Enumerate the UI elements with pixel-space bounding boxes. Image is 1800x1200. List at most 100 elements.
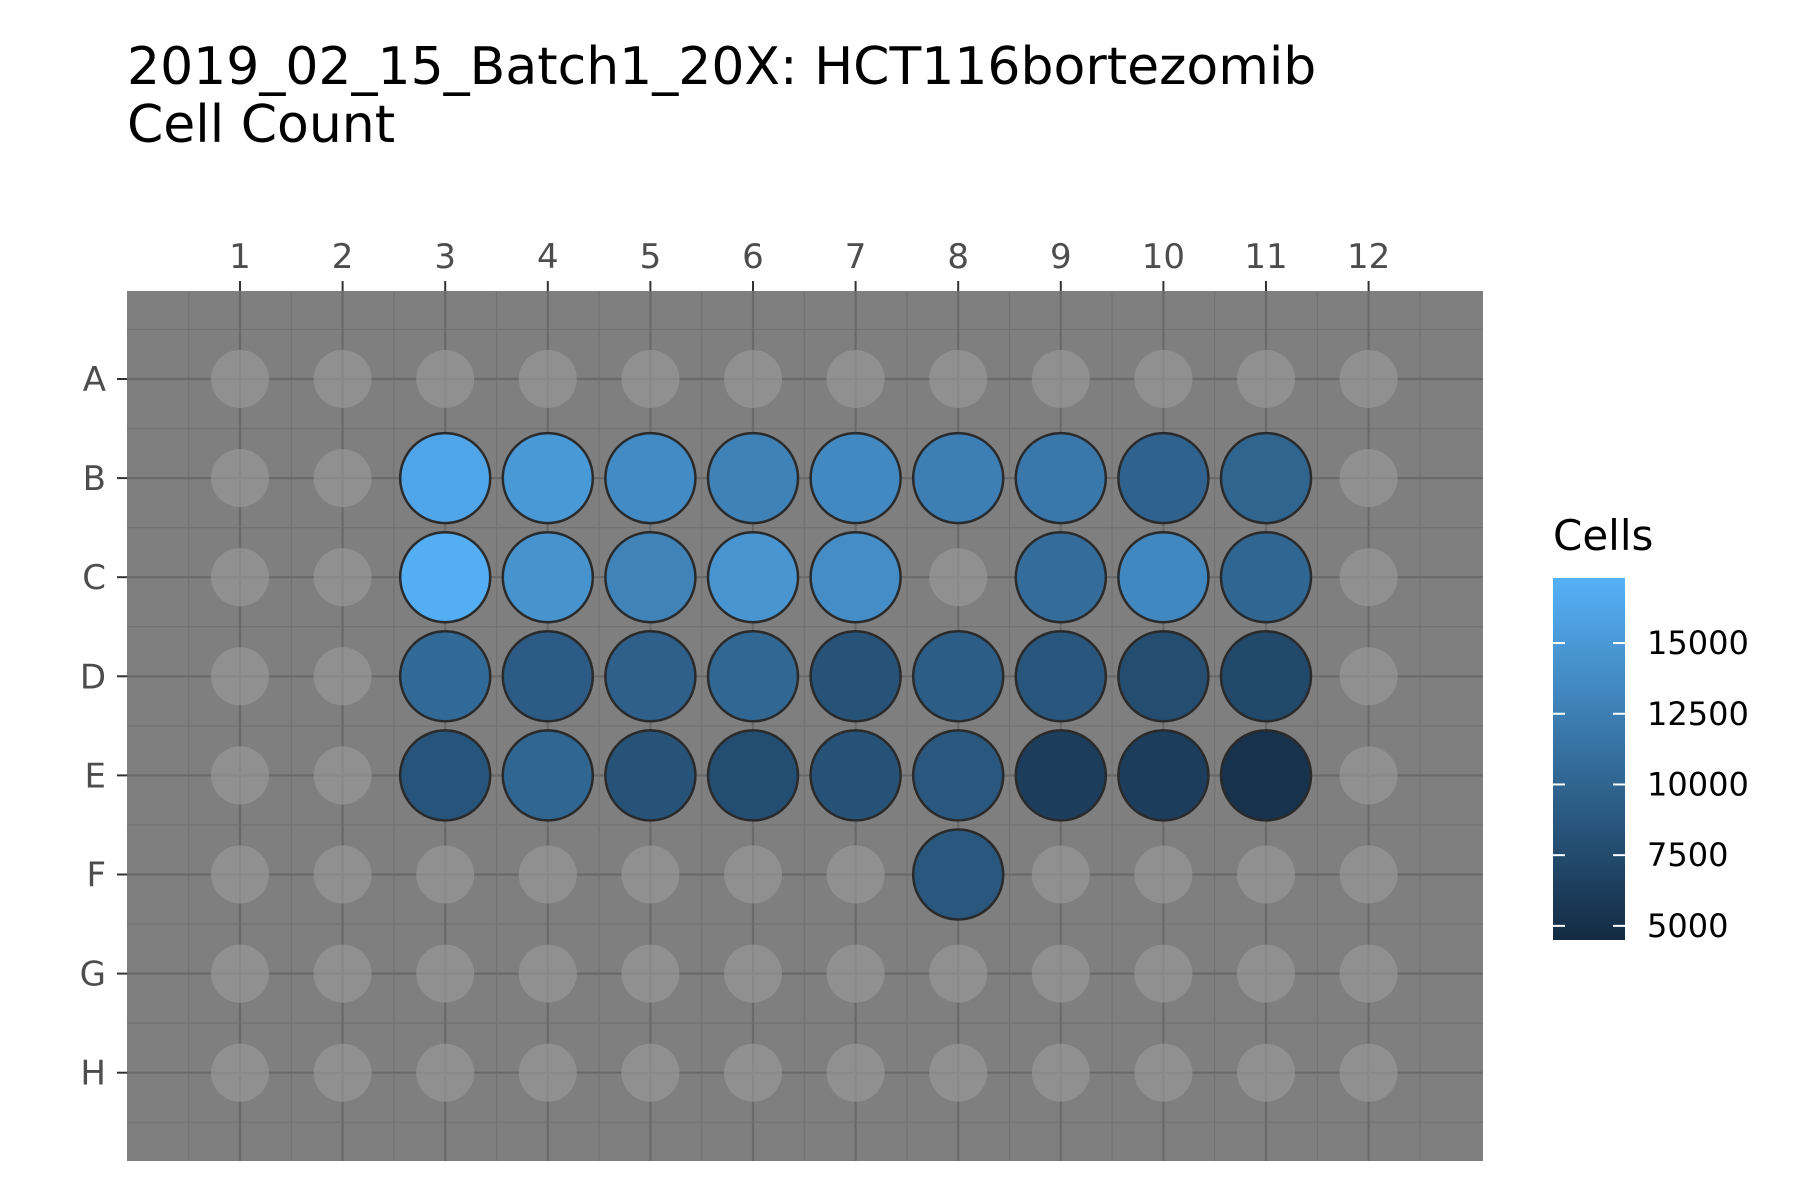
empty-well-F5 xyxy=(621,845,680,904)
empty-well-F12 xyxy=(1339,845,1398,904)
row-label: A xyxy=(83,360,106,400)
well-B11 xyxy=(1219,431,1313,525)
empty-well-H8 xyxy=(929,1043,988,1102)
well-E7 xyxy=(809,729,902,822)
row-label: F xyxy=(86,856,106,896)
well-D7 xyxy=(809,630,902,723)
empty-well-F10 xyxy=(1134,845,1193,904)
empty-well-G6 xyxy=(724,944,782,1003)
empty-well-A8 xyxy=(929,350,988,408)
empty-well-H11 xyxy=(1237,1043,1295,1102)
empty-well-A1 xyxy=(211,350,269,408)
well-D6 xyxy=(706,630,800,723)
legend-ticks: 5000 7500 10000 12500 15000 xyxy=(1553,624,1749,945)
empty-well-B1 xyxy=(211,449,269,508)
well-C10 xyxy=(1117,530,1210,624)
well-E10 xyxy=(1117,729,1210,822)
well-D3 xyxy=(398,630,492,723)
well-D11 xyxy=(1219,630,1313,723)
empty-well-H4 xyxy=(518,1043,577,1102)
row-label: E xyxy=(85,756,106,796)
well-E6 xyxy=(706,729,800,822)
empty-well-A7 xyxy=(826,350,885,408)
well-C4 xyxy=(501,530,595,624)
well-D9 xyxy=(1014,630,1108,723)
empty-well-D12 xyxy=(1339,647,1398,706)
empty-well-F11 xyxy=(1237,845,1295,904)
well-E4 xyxy=(501,729,595,822)
empty-well-A4 xyxy=(518,350,577,408)
row-label: C xyxy=(82,558,106,598)
well-E8 xyxy=(911,729,1005,822)
column-label: 6 xyxy=(742,237,764,277)
empty-well-H2 xyxy=(313,1043,372,1102)
empty-well-A10 xyxy=(1134,350,1193,408)
column-label: 8 xyxy=(947,237,969,277)
well-C11 xyxy=(1219,530,1313,624)
empty-well-F2 xyxy=(313,845,372,904)
well-B4 xyxy=(501,431,595,525)
empty-well-B2 xyxy=(313,449,372,508)
column-label: 11 xyxy=(1244,237,1287,277)
well-E9 xyxy=(1014,729,1108,822)
empty-well-G4 xyxy=(518,944,577,1003)
legend: Cells 5000 7500 10000 12500 15000 xyxy=(1553,511,1749,945)
empty-well-F3 xyxy=(416,845,475,904)
well-B8 xyxy=(911,431,1005,525)
row-label: G xyxy=(80,955,106,995)
legend-tick-label: 12500 xyxy=(1647,695,1749,733)
empty-well-H7 xyxy=(826,1043,885,1102)
empty-well-D2 xyxy=(313,647,372,706)
row-label: B xyxy=(83,459,106,499)
empty-well-C1 xyxy=(211,548,269,607)
empty-well-G7 xyxy=(826,944,885,1003)
empty-well-G11 xyxy=(1237,944,1295,1003)
column-label: 1 xyxy=(229,237,251,277)
column-label: 4 xyxy=(537,237,559,277)
column-label: 7 xyxy=(845,237,867,277)
empty-well-C2 xyxy=(313,548,372,607)
row-label: H xyxy=(80,1054,106,1094)
empty-well-E12 xyxy=(1339,746,1398,805)
well-C6 xyxy=(706,530,800,624)
column-labels: 1 2 3 4 5 6 7 8 9 10 11 12 xyxy=(229,237,1390,277)
well-B10 xyxy=(1117,431,1210,525)
legend-tick-label: 15000 xyxy=(1647,624,1749,662)
well-C7 xyxy=(809,530,902,624)
legend-tick-label: 5000 xyxy=(1647,907,1728,945)
empty-well-G9 xyxy=(1031,944,1090,1003)
empty-well-A2 xyxy=(313,350,372,408)
empty-well-E2 xyxy=(313,746,372,805)
chart-title: 2019_02_15_Batch1_20X: HCT116bortezomib xyxy=(127,37,1316,97)
empty-well-H1 xyxy=(211,1043,269,1102)
empty-well-C8 xyxy=(929,548,988,607)
empty-well-A3 xyxy=(416,350,475,408)
row-label: D xyxy=(80,657,106,697)
well-E5 xyxy=(604,729,697,822)
empty-well-G2 xyxy=(313,944,372,1003)
empty-well-H3 xyxy=(416,1043,475,1102)
column-label: 5 xyxy=(640,237,662,277)
column-label: 10 xyxy=(1142,237,1185,277)
empty-well-H5 xyxy=(621,1043,680,1102)
empty-well-G3 xyxy=(416,944,475,1003)
well-C3 xyxy=(398,530,492,624)
empty-well-G12 xyxy=(1339,944,1398,1003)
empty-well-G8 xyxy=(929,944,988,1003)
empty-well-E1 xyxy=(211,746,269,805)
empty-well-F4 xyxy=(518,845,577,904)
well-C9 xyxy=(1014,530,1108,624)
column-label: 9 xyxy=(1050,237,1072,277)
column-label: 3 xyxy=(434,237,456,277)
well-D10 xyxy=(1117,630,1210,723)
legend-colorbar xyxy=(1553,578,1625,940)
empty-well-A5 xyxy=(621,350,680,408)
well-B6 xyxy=(706,431,800,525)
well-F8 xyxy=(911,828,1005,921)
empty-well-G10 xyxy=(1134,944,1193,1003)
well-B7 xyxy=(809,431,902,525)
empty-well-F7 xyxy=(826,845,885,904)
well-E3 xyxy=(398,729,492,822)
empty-well-B12 xyxy=(1339,449,1398,508)
